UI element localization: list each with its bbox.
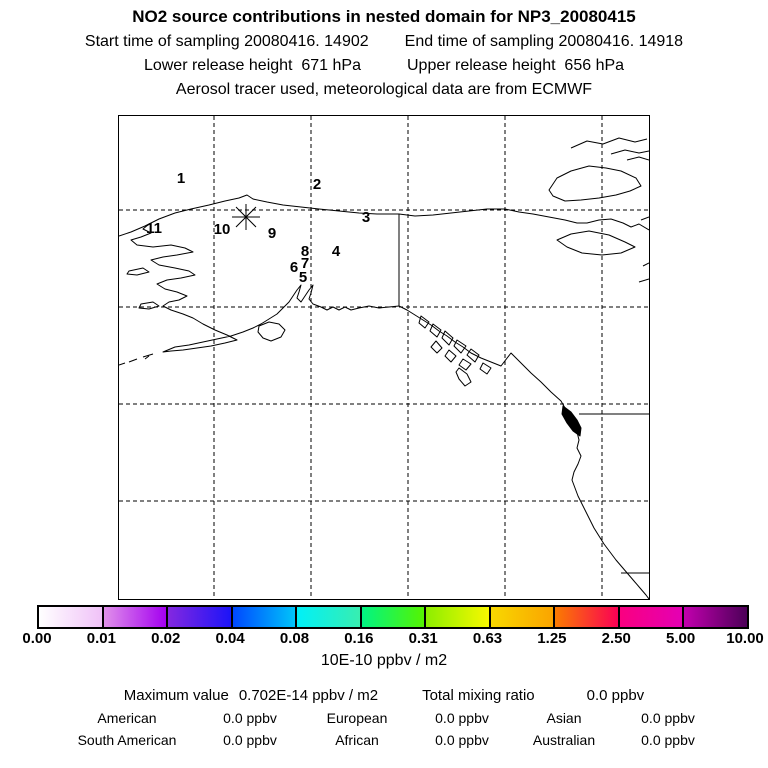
map-marker-label: 10 xyxy=(214,221,231,238)
region-value: 0.0 ppbv xyxy=(641,732,695,748)
colorbar-tick: 0.63 xyxy=(472,630,503,647)
release-heights-line: Lower release height 671 hPa Upper releas… xyxy=(0,54,768,78)
release-point-star-icon xyxy=(232,204,260,230)
map-marker-label: 7 xyxy=(301,255,309,272)
region-value: 0.0 ppbv xyxy=(641,710,695,726)
nunivak-island xyxy=(138,301,160,310)
arctic-small-islands xyxy=(570,137,649,283)
haida-gwaii-islands xyxy=(455,367,472,387)
kodiak-island xyxy=(257,321,286,342)
colorbar-tick: 0.16 xyxy=(344,630,374,647)
banks-island xyxy=(548,165,642,202)
region-label: Asian xyxy=(546,710,582,726)
colorbar-tick: 0.08 xyxy=(279,630,310,647)
region-label: Australian xyxy=(532,732,596,748)
mixing-ratio-value: 0.0 ppbv xyxy=(586,687,645,704)
region-value: 0.0 ppbv xyxy=(435,732,489,748)
sampling-times-line: Start time of sampling 20080416. 14902 En… xyxy=(0,30,768,54)
figure-header: NO2 source contributions in nested domai… xyxy=(0,4,768,102)
region-value: 0.0 ppbv xyxy=(223,732,277,748)
map-marker-label: 11 xyxy=(146,220,162,237)
colorbar-tick: 0.00 xyxy=(22,630,52,647)
colorbar-segment xyxy=(168,607,233,627)
panhandle-islands xyxy=(418,315,492,375)
start-time-text: Start time of sampling 20080416. 14902 xyxy=(84,32,369,50)
region-label: American xyxy=(97,710,157,726)
upper-release-text: Upper release height 656 hPa xyxy=(407,56,625,74)
region-label: European xyxy=(326,710,388,726)
map-marker-label: 4 xyxy=(332,243,341,260)
victoria-island xyxy=(556,230,636,256)
colorbar-segment xyxy=(297,607,362,627)
map-marker-label: 8 xyxy=(301,243,309,260)
colorbar xyxy=(37,605,749,629)
map-marker-label: 3 xyxy=(362,209,370,226)
colorbar-segment xyxy=(361,607,427,627)
max-value-label: Maximum value xyxy=(123,687,229,704)
coastlines xyxy=(119,137,649,599)
graticule xyxy=(119,116,649,599)
end-time-text: End time of sampling 20080416. 14918 xyxy=(404,32,684,50)
colorbar-tick: 0.31 xyxy=(408,630,438,647)
max-value-number: 0.702E-14 ppbv / m2 xyxy=(238,687,379,704)
colorbar-tick: 0.04 xyxy=(215,630,245,647)
colorbar-segment xyxy=(103,607,169,627)
colorbar-tick: 5.00 xyxy=(666,630,696,647)
figure-title: NO2 source contributions in nested domai… xyxy=(132,7,636,26)
colorbar-tick: 2.50 xyxy=(601,630,631,647)
colorbar-segment xyxy=(619,607,685,627)
contributions-row-1: American 0.0 ppbv European 0.0 ppbv Asia… xyxy=(52,710,716,726)
region-value: 0.0 ppbv xyxy=(435,710,489,726)
region-label: South American xyxy=(77,732,177,748)
map-marker-label: 9 xyxy=(268,225,276,242)
colorbar-segment xyxy=(39,607,104,627)
contributions-row-2: South American 0.0 ppbv African 0.0 ppbv… xyxy=(52,732,716,748)
st-lawrence-island xyxy=(126,267,150,276)
lower-release-text: Lower release height 671 hPa xyxy=(143,56,361,74)
map-marker-label: 6 xyxy=(290,259,298,276)
region-label: African xyxy=(335,732,379,748)
colorbar-segment xyxy=(426,607,491,627)
alaska-west-coastline xyxy=(130,223,649,599)
colorbar-tick-labels: 0.00 0.01 0.02 0.04 0.08 0.16 0.31 0.63 1.25 2.50… xyxy=(22,630,763,648)
colorbar-segment xyxy=(490,607,556,627)
aleutian-islands xyxy=(119,353,154,366)
colorbar-tick: 10.00 xyxy=(726,630,764,647)
colorbar-tick: 0.01 xyxy=(86,630,116,647)
map-marker-label: 5 xyxy=(299,269,307,286)
mixing-ratio-label: Total mixing ratio xyxy=(422,687,535,704)
colorbar-tick: 1.25 xyxy=(537,630,567,647)
map-panel: 1 2 3 4 5 6 7 8 9 10 11 xyxy=(118,115,650,600)
colorbar-segment xyxy=(232,607,298,627)
border-lines xyxy=(398,214,649,574)
met-note-text: Aerosol tracer used, meteorological data… xyxy=(175,80,593,98)
vancouver-island xyxy=(561,405,582,437)
colorbar-tick: 0.02 xyxy=(151,630,181,647)
map-marker-label: 2 xyxy=(313,176,321,193)
map-marker-label: 1 xyxy=(177,170,185,187)
region-value: 0.0 ppbv xyxy=(223,710,277,726)
colorbar-units-label: 10E-10 ppbv / m2 xyxy=(320,652,448,669)
colorbar-segment xyxy=(555,607,620,627)
colorbar-segment xyxy=(684,607,748,627)
map-canvas: 1 2 3 4 56 78 9 10 11 xyxy=(119,116,649,599)
map-markers: 1 2 3 4 56 78 9 10 11 xyxy=(146,170,370,286)
stats-line: Maximum value 0.702E-14 ppbv / m2 Total mi… xyxy=(0,687,768,704)
